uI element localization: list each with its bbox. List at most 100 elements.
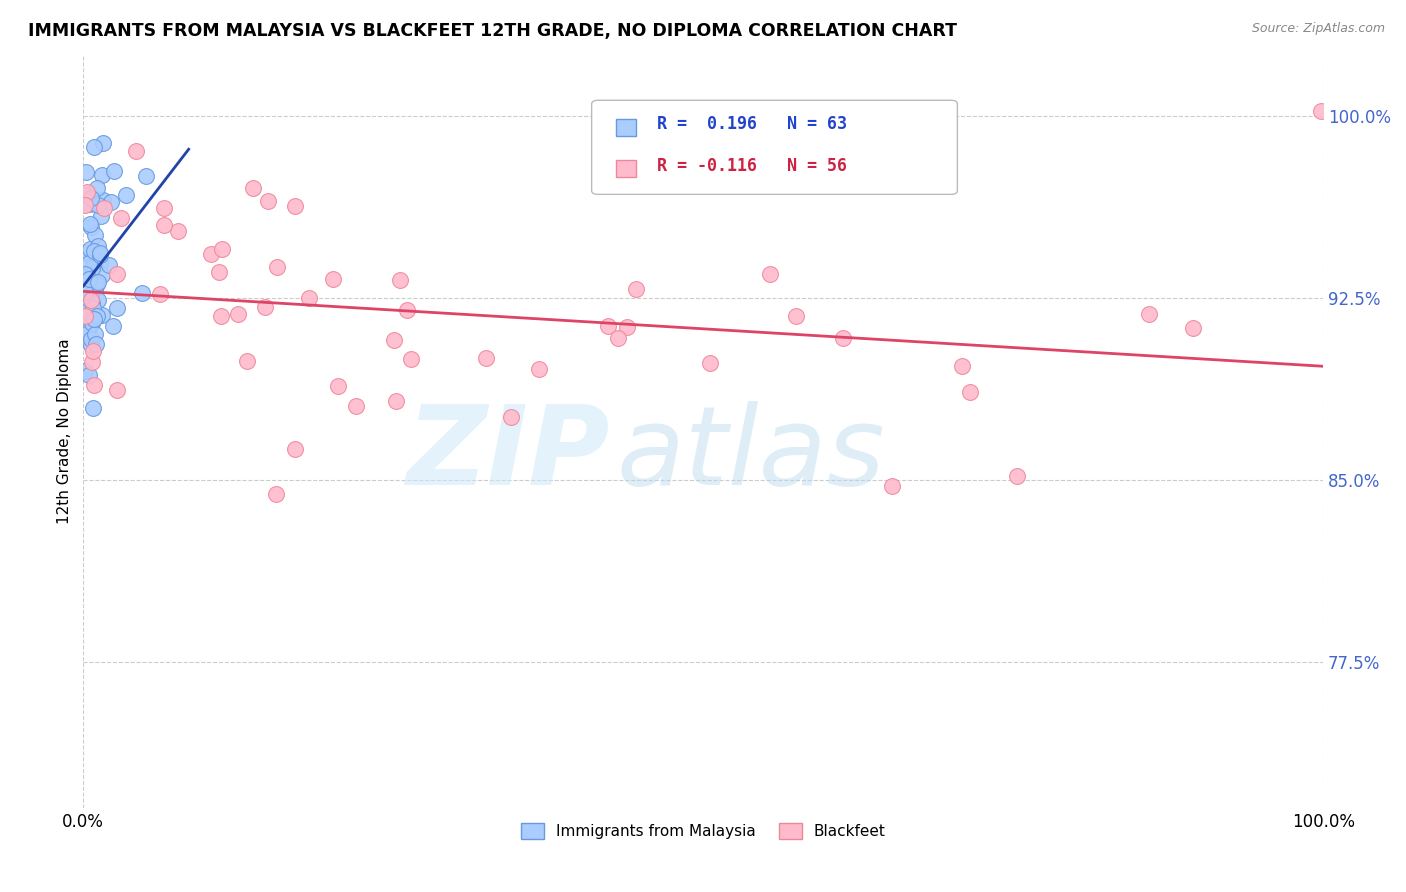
Point: [89, 245, 111, 260]
Point: [80, 293, 103, 307]
Point: [79, 243, 101, 257]
Point: [529, 361, 551, 376]
Point: [298, 291, 321, 305]
Point: [284, 442, 307, 457]
FancyBboxPatch shape: [592, 100, 957, 194]
Point: [959, 385, 981, 400]
Point: [86, 309, 108, 323]
Text: R = -0.116   N = 56: R = -0.116 N = 56: [658, 157, 848, 175]
Point: [131, 285, 153, 300]
Point: [98, 258, 121, 272]
Point: [344, 399, 367, 413]
Point: [86, 181, 108, 195]
Point: [107, 383, 129, 397]
Point: [83, 312, 105, 326]
Point: [77, 271, 100, 285]
Point: [77, 368, 100, 383]
FancyBboxPatch shape: [616, 161, 637, 178]
Point: [153, 201, 176, 215]
Point: [80, 317, 103, 331]
Point: [256, 194, 278, 209]
Point: [385, 393, 408, 408]
Point: [80, 338, 103, 352]
Point: [284, 199, 307, 213]
Point: [626, 282, 648, 296]
Point: [76, 268, 98, 283]
Point: [80, 306, 103, 320]
Point: [149, 287, 172, 301]
Point: [474, 351, 496, 365]
Point: [80, 332, 103, 346]
Point: [1182, 320, 1205, 334]
Point: [80, 261, 103, 276]
Point: [83, 281, 105, 295]
Point: [226, 308, 249, 322]
Point: [91, 136, 114, 150]
Point: [91, 308, 114, 322]
Point: [105, 267, 128, 281]
Point: [103, 318, 125, 333]
Point: [326, 379, 349, 393]
Point: [606, 331, 628, 345]
Point: [152, 219, 174, 233]
Text: IMMIGRANTS FROM MALAYSIA VS BLACKFEET 12TH GRADE, NO DIPLOMA CORRELATION CHART: IMMIGRANTS FROM MALAYSIA VS BLACKFEET 12…: [28, 22, 957, 40]
Point: [1005, 469, 1028, 483]
Point: [616, 320, 638, 334]
Point: [166, 224, 188, 238]
Point: [90, 210, 112, 224]
Point: [785, 309, 807, 323]
Point: [82, 343, 104, 358]
Point: [950, 359, 973, 374]
Point: [208, 265, 231, 279]
Point: [83, 140, 105, 154]
Point: [86, 277, 108, 292]
Point: [76, 303, 98, 318]
Legend: Immigrants from Malaysia, Blackfeet: Immigrants from Malaysia, Blackfeet: [515, 816, 891, 846]
Point: [79, 218, 101, 232]
Point: [242, 180, 264, 194]
Point: [80, 310, 103, 324]
Point: [399, 351, 422, 366]
Point: [209, 309, 232, 323]
Point: [87, 293, 110, 307]
Point: [105, 301, 128, 316]
Point: [79, 197, 101, 211]
Point: [75, 267, 97, 281]
Point: [82, 301, 104, 315]
Point: [87, 198, 110, 212]
Point: [75, 164, 97, 178]
Point: [89, 256, 111, 270]
Point: [266, 260, 288, 274]
Point: [882, 479, 904, 493]
Point: [82, 253, 104, 268]
Point: [86, 337, 108, 351]
Point: [91, 268, 114, 282]
Point: [91, 193, 114, 207]
Point: [89, 248, 111, 262]
Point: [135, 169, 157, 183]
Point: [93, 202, 115, 216]
Text: R =  0.196   N = 63: R = 0.196 N = 63: [658, 115, 848, 134]
Point: [236, 353, 259, 368]
Point: [75, 244, 97, 259]
Point: [110, 211, 132, 226]
Text: ZIP: ZIP: [406, 401, 610, 508]
Point: [80, 295, 103, 310]
Point: [1139, 307, 1161, 321]
Point: [84, 281, 107, 295]
Point: [84, 326, 107, 341]
Point: [76, 185, 98, 199]
Point: [87, 276, 110, 290]
Point: [73, 292, 96, 306]
Point: [200, 247, 222, 261]
Point: [80, 354, 103, 368]
Point: [103, 163, 125, 178]
Point: [831, 330, 853, 344]
Point: [73, 198, 96, 212]
Point: [396, 303, 419, 318]
Point: [77, 322, 100, 336]
Point: [382, 333, 405, 347]
Point: [211, 242, 233, 256]
Point: [73, 364, 96, 378]
Y-axis label: 12th Grade, No Diploma: 12th Grade, No Diploma: [58, 339, 72, 524]
